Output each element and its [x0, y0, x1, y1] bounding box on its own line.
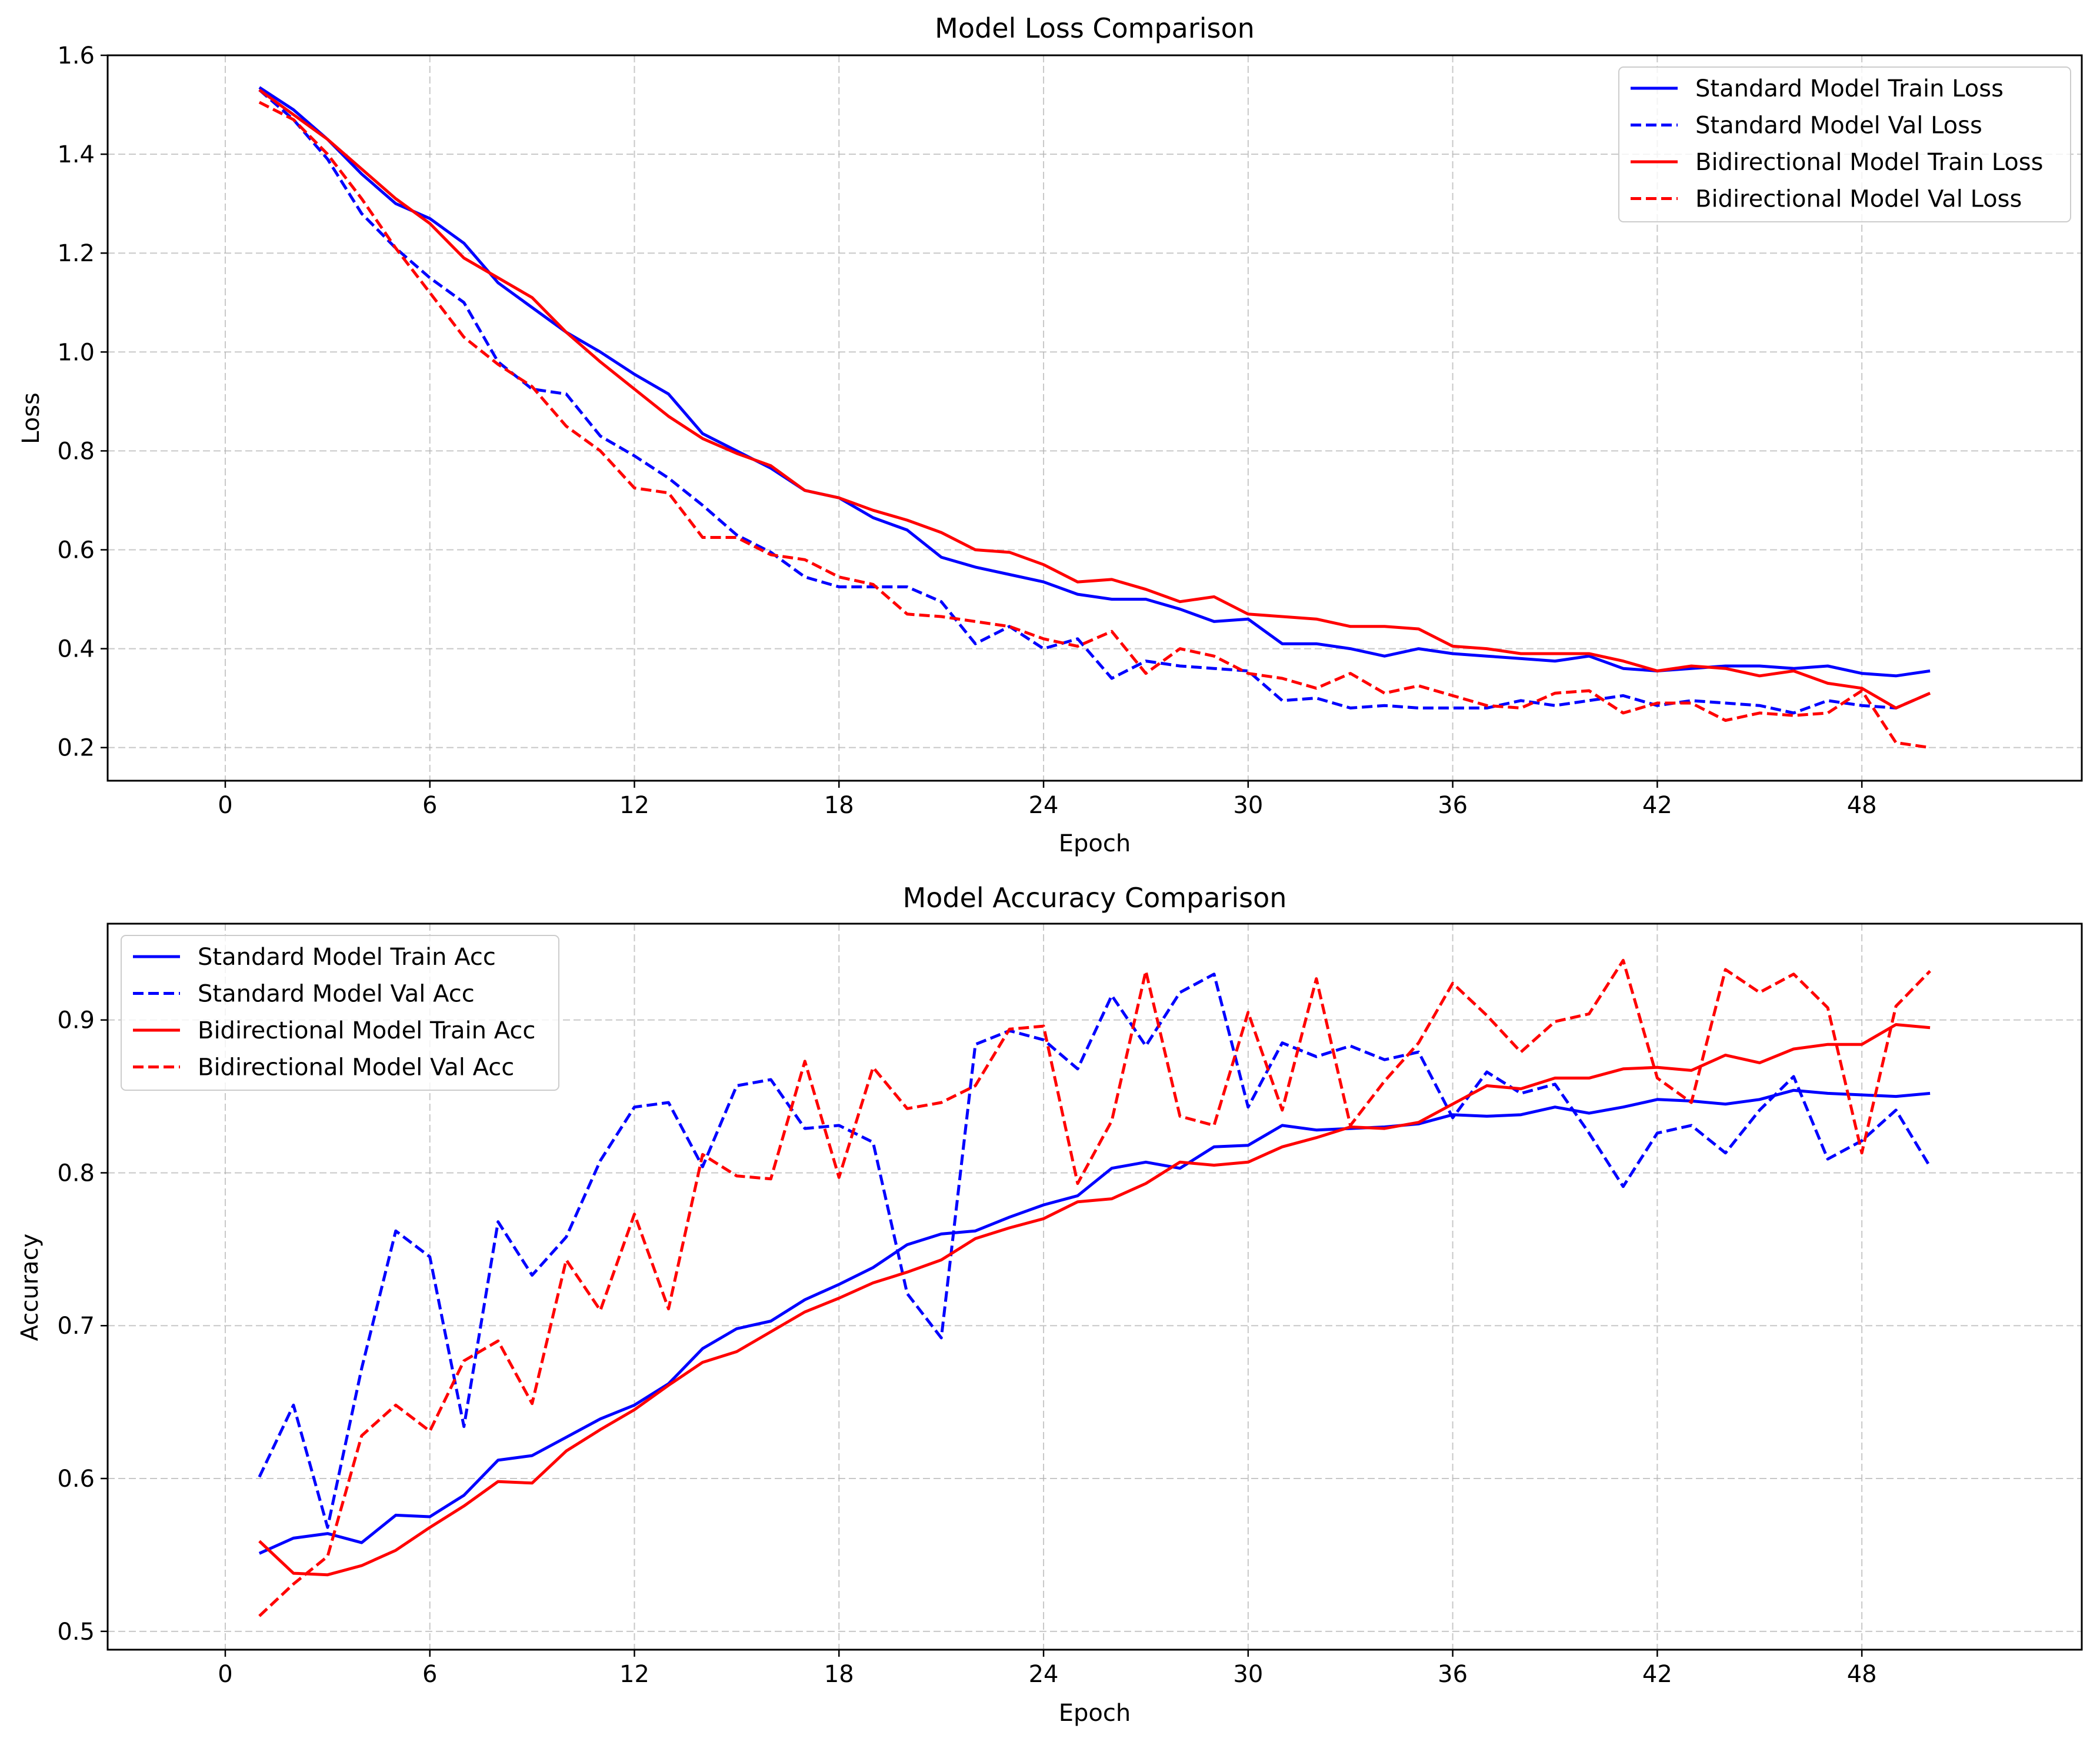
accuracy-y-tick-label: 0.6: [57, 1466, 95, 1493]
bidirectional-model-train-loss-legend-label: Bidirectional Model Train Loss: [1695, 149, 2043, 176]
loss-x-tick-label: 6: [422, 792, 437, 819]
loss-x-tick-label: 12: [619, 792, 649, 819]
bidirectional-model-train-acc-line: [258, 1023, 1931, 1577]
accuracy-legend: Standard Model Train Acc Standard Model V…: [121, 935, 559, 1091]
loss-y-tick-label: 0.2: [57, 735, 95, 762]
loss-x-tick-label: 48: [1847, 792, 1877, 819]
accuracy-x-tick-label: 48: [1847, 1661, 1877, 1688]
accuracy-chart: Model Accuracy Comparison 0 6 12 18 24 30 36 42…: [16, 882, 2083, 1727]
bidirectional-model-val-loss-line: [258, 101, 1931, 750]
accuracy-y-tick-label: 0.8: [57, 1160, 95, 1187]
loss-chart-title: Model Loss Comparison: [935, 12, 1255, 44]
accuracy-gridlines: [108, 924, 2082, 1650]
loss-y-tick-label: 0.4: [57, 636, 95, 663]
accuracy-x-tick-label: 6: [422, 1661, 437, 1688]
standard-model-val-acc-line: [258, 973, 1932, 1529]
bidirectional-model-train-acc-legend-label: Bidirectional Model Train Acc: [198, 1017, 535, 1044]
accuracy-x-axis: 0 6 12 18 24 30 36 42 48: [218, 1650, 1877, 1688]
loss-y-tick-label: 1.2: [57, 240, 95, 267]
accuracy-x-tick-label: 36: [1438, 1661, 1468, 1688]
accuracy-x-tick-label: 24: [1029, 1661, 1059, 1688]
loss-x-tick-label: 42: [1642, 792, 1672, 819]
accuracy-y-axis-label: Accuracy: [16, 1234, 44, 1341]
loss-y-tick-label: 0.6: [57, 537, 95, 564]
loss-legend-box: [1618, 66, 2071, 222]
accuracy-chart-title: Model Accuracy Comparison: [903, 882, 1287, 914]
standard-model-val-acc-legend-label: Standard Model Val Acc: [198, 981, 475, 1008]
accuracy-x-tick-label: 30: [1233, 1661, 1263, 1688]
loss-x-tick-label: 18: [824, 792, 854, 819]
accuracy-plot-area: [106, 923, 2083, 1651]
accuracy-x-tick-label: 0: [218, 1661, 232, 1688]
loss-legend: Standard Model Train Loss Standard Model …: [1618, 66, 2071, 222]
accuracy-legend-box: [121, 935, 559, 1091]
loss-series: [258, 86, 1931, 750]
loss-y-tick-label: 1.4: [57, 141, 95, 168]
loss-y-axis-label: Loss: [18, 392, 45, 444]
loss-x-tick-label: 0: [218, 792, 232, 819]
loss-y-axis: 0.2 0.4 0.6 0.8 1.0 1.2 1.4 1.6: [57, 42, 108, 762]
accuracy-y-tick-label: 0.5: [57, 1619, 95, 1646]
loss-y-tick-label: 1.0: [57, 339, 95, 366]
accuracy-x-tick-label: 12: [619, 1661, 649, 1688]
loss-y-tick-label: 0.8: [57, 438, 95, 465]
loss-y-tick-label: 1.6: [57, 42, 95, 69]
accuracy-series: [258, 958, 1932, 1617]
bidirectional-model-val-acc-line: [258, 958, 1931, 1617]
loss-plot-area: [106, 54, 2083, 782]
loss-x-axis-label: Epoch: [1059, 830, 1131, 857]
loss-x-tick-label: 30: [1233, 792, 1263, 819]
standard-model-train-acc-line: [258, 1088, 1931, 1555]
standard-model-train-acc-legend-label: Standard Model Train Acc: [198, 944, 496, 971]
accuracy-x-axis-label: Epoch: [1059, 1700, 1131, 1727]
accuracy-y-tick-label: 0.7: [57, 1313, 95, 1340]
accuracy-x-tick-label: 42: [1642, 1661, 1672, 1688]
loss-x-tick-label: 36: [1438, 792, 1468, 819]
loss-x-axis: 0 6 12 18 24 30 36 42 48: [218, 781, 1877, 819]
standard-model-val-loss-legend-label: Standard Model Val Loss: [1695, 112, 1982, 139]
loss-chart: Model Loss Comparison 0 6 12 18 24 30 36 42 48 0…: [18, 12, 2083, 857]
accuracy-y-tick-label: 0.9: [57, 1007, 95, 1034]
accuracy-y-axis: 0.5 0.6 0.7 0.8 0.9: [57, 1007, 108, 1646]
standard-model-train-loss-legend-label: Standard Model Train Loss: [1695, 75, 2004, 102]
bidirectional-model-train-loss-line: [258, 88, 1931, 710]
accuracy-x-tick-label: 18: [824, 1661, 854, 1688]
bidirectional-model-val-acc-legend-label: Bidirectional Model Val Acc: [198, 1054, 514, 1081]
loss-x-tick-label: 24: [1029, 792, 1059, 819]
bidirectional-model-val-loss-legend-label: Bidirectional Model Val Loss: [1695, 186, 2022, 213]
